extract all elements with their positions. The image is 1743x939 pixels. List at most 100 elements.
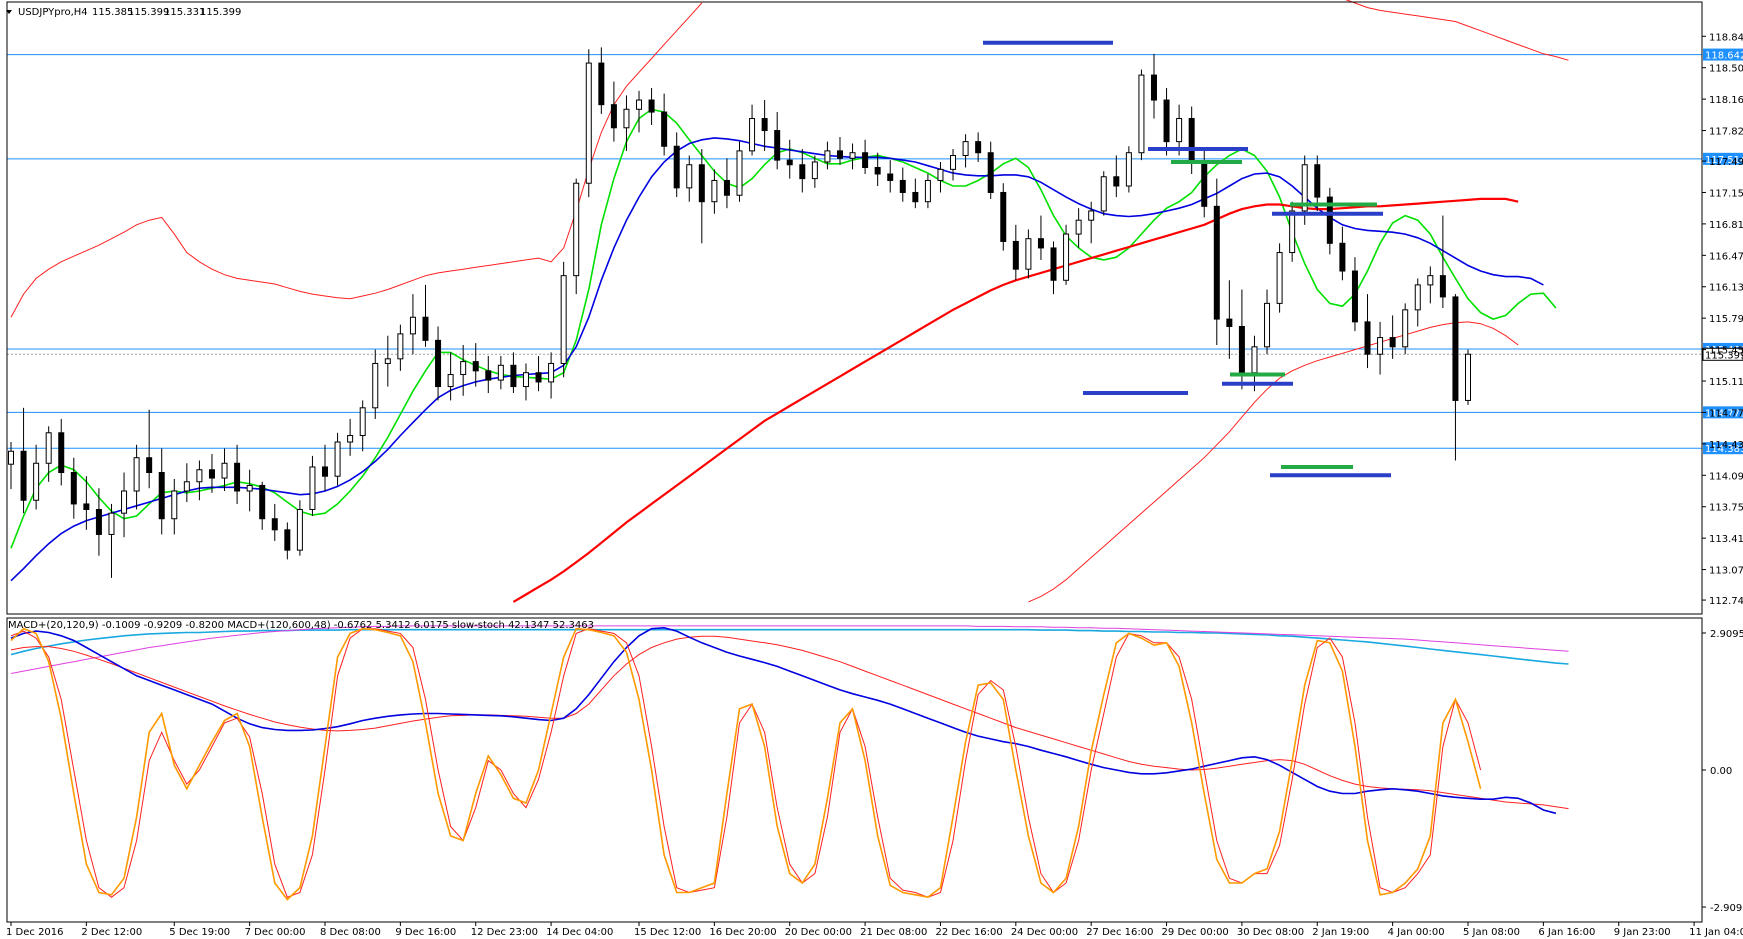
candle[interactable] bbox=[322, 444, 329, 491]
candle[interactable] bbox=[108, 503, 115, 578]
candle[interactable] bbox=[384, 335, 391, 387]
candle[interactable] bbox=[196, 460, 203, 501]
candle[interactable] bbox=[1465, 349, 1471, 406]
candle[interactable] bbox=[1402, 303, 1409, 355]
candle[interactable] bbox=[1439, 215, 1446, 308]
candle[interactable] bbox=[1264, 289, 1271, 355]
candle[interactable] bbox=[1075, 208, 1082, 248]
candle[interactable] bbox=[535, 356, 542, 392]
candle[interactable] bbox=[1351, 257, 1358, 332]
candle[interactable] bbox=[623, 95, 630, 151]
candle[interactable] bbox=[472, 343, 479, 387]
candle[interactable] bbox=[1063, 224, 1070, 285]
candle[interactable] bbox=[749, 104, 756, 156]
candle[interactable] bbox=[485, 356, 492, 394]
candle[interactable] bbox=[183, 463, 190, 503]
candle[interactable] bbox=[171, 478, 178, 535]
candlesticks[interactable] bbox=[8, 47, 1471, 578]
candle[interactable] bbox=[1012, 224, 1019, 281]
candle[interactable] bbox=[686, 155, 693, 202]
candle[interactable] bbox=[573, 178, 580, 295]
candle[interactable] bbox=[58, 418, 65, 486]
candle[interactable] bbox=[1226, 280, 1233, 359]
candle[interactable] bbox=[962, 134, 969, 168]
candle[interactable] bbox=[460, 344, 467, 396]
candle[interactable] bbox=[1088, 201, 1095, 244]
candle[interactable] bbox=[1125, 146, 1132, 193]
candle[interactable] bbox=[1377, 321, 1384, 375]
candle[interactable] bbox=[8, 442, 14, 490]
candle[interactable] bbox=[1276, 243, 1283, 313]
drawn-annotations[interactable] bbox=[983, 40, 1391, 478]
candle[interactable] bbox=[661, 93, 668, 156]
horizontal-levels[interactable]: 118.642117.514115.457114.771114.383115.3… bbox=[7, 48, 1743, 456]
candle[interactable] bbox=[975, 132, 982, 162]
candle[interactable] bbox=[422, 284, 429, 347]
candle[interactable] bbox=[20, 407, 27, 514]
candle[interactable] bbox=[899, 167, 906, 202]
candle[interactable] bbox=[1326, 187, 1333, 255]
candle[interactable] bbox=[887, 160, 894, 193]
candle[interactable] bbox=[1000, 183, 1007, 251]
candle[interactable] bbox=[648, 88, 655, 125]
candle[interactable] bbox=[610, 81, 617, 142]
candle[interactable] bbox=[1113, 155, 1120, 198]
candle[interactable] bbox=[862, 139, 869, 174]
candle[interactable] bbox=[33, 444, 40, 510]
candle[interactable] bbox=[786, 139, 793, 179]
candle[interactable] bbox=[1138, 69, 1145, 161]
candle[interactable] bbox=[45, 426, 52, 482]
candle[interactable] bbox=[397, 324, 404, 371]
candle[interactable] bbox=[146, 409, 153, 489]
candle[interactable] bbox=[497, 356, 504, 390]
candle[interactable] bbox=[1025, 229, 1032, 279]
candle[interactable] bbox=[1037, 215, 1044, 260]
candle[interactable] bbox=[234, 444, 241, 504]
candle[interactable] bbox=[347, 418, 354, 456]
candle[interactable] bbox=[874, 152, 881, 186]
candle[interactable] bbox=[95, 488, 102, 556]
candle[interactable] bbox=[1427, 266, 1434, 304]
candle[interactable] bbox=[673, 132, 680, 198]
candle[interactable] bbox=[1289, 201, 1296, 262]
candle[interactable] bbox=[1213, 178, 1220, 345]
candle[interactable] bbox=[208, 454, 215, 493]
candle[interactable] bbox=[824, 141, 831, 170]
candle[interactable] bbox=[334, 432, 341, 486]
candle[interactable] bbox=[259, 481, 266, 530]
candle[interactable] bbox=[309, 455, 316, 516]
candle[interactable] bbox=[372, 349, 379, 419]
candle[interactable] bbox=[548, 352, 555, 399]
candle[interactable] bbox=[83, 476, 90, 530]
candle[interactable] bbox=[560, 261, 567, 378]
candle[interactable] bbox=[1389, 315, 1396, 359]
candle[interactable] bbox=[510, 352, 517, 394]
candle[interactable] bbox=[849, 143, 856, 170]
candle[interactable] bbox=[774, 112, 781, 170]
candle[interactable] bbox=[950, 149, 957, 181]
candle[interactable] bbox=[296, 500, 303, 556]
candle[interactable] bbox=[522, 363, 529, 401]
candle[interactable] bbox=[636, 90, 643, 133]
candle[interactable] bbox=[359, 400, 366, 452]
candle[interactable] bbox=[698, 149, 705, 244]
candle[interactable] bbox=[121, 472, 128, 538]
candle[interactable] bbox=[447, 352, 454, 401]
candle[interactable] bbox=[1176, 104, 1183, 156]
candle[interactable] bbox=[1100, 171, 1107, 216]
candle[interactable] bbox=[711, 169, 718, 214]
candle[interactable] bbox=[1150, 53, 1157, 119]
candle[interactable] bbox=[1452, 294, 1459, 461]
candle[interactable] bbox=[246, 469, 253, 512]
candle[interactable] bbox=[284, 522, 291, 560]
candle[interactable] bbox=[723, 158, 730, 209]
candle[interactable] bbox=[271, 503, 278, 541]
candle[interactable] bbox=[1050, 241, 1057, 295]
candle[interactable] bbox=[1339, 226, 1346, 281]
candle[interactable] bbox=[1314, 155, 1321, 211]
candle[interactable] bbox=[1414, 278, 1421, 327]
candle[interactable] bbox=[221, 448, 228, 491]
candle[interactable] bbox=[736, 141, 743, 202]
candle[interactable] bbox=[158, 448, 165, 535]
candle[interactable] bbox=[598, 47, 605, 114]
